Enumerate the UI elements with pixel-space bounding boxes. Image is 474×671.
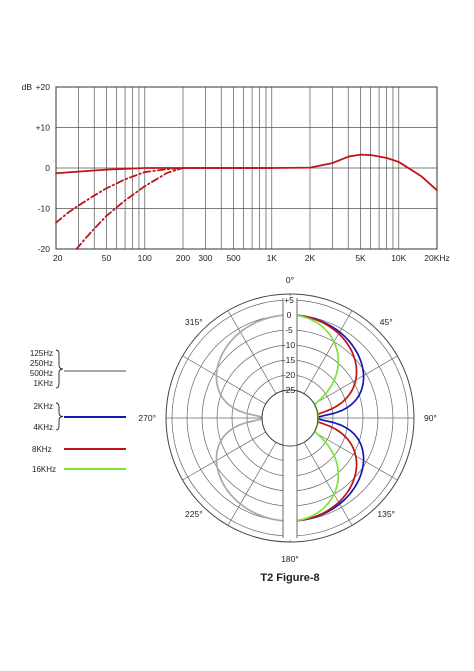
y-tick-label: +20	[36, 82, 51, 92]
x-tick-label: 100	[138, 253, 152, 263]
polar-spoke	[303, 442, 353, 526]
polar-angle-label: 90°	[424, 413, 437, 423]
x-tick-label: 200	[176, 253, 190, 263]
x-tick-label: 2K	[305, 253, 316, 263]
x-tick-label: 300	[198, 253, 212, 263]
polar-center-strip	[283, 296, 297, 540]
polar-angle-label: 180°	[281, 554, 299, 564]
frequency-series	[55, 153, 438, 250]
x-tick-label: 10K	[391, 253, 406, 263]
legend-label: 4KHz	[33, 423, 53, 432]
y-tick-label: -20	[38, 244, 51, 254]
polar-radial-tick-label: -5	[285, 325, 293, 335]
polar-radial-tick-label: -10	[283, 340, 296, 350]
polar-angle-label: 225°	[185, 509, 203, 519]
polar-spoke	[303, 310, 353, 394]
legend-label: 500Hz	[30, 369, 53, 378]
polar-angle-labels: 0° 45° 90° 135° 180° 225° 270° 315°	[138, 275, 436, 564]
y-tick-label: 0	[45, 163, 50, 173]
polar-spoke	[182, 355, 266, 405]
polar-center-mask	[261, 296, 319, 540]
polar-radial-ticks: +5 0 -5 -10 -15 -20 -25	[283, 295, 296, 395]
plot-frame	[55, 86, 438, 250]
polar-radial-tick-label: -25	[283, 385, 296, 395]
y-tick-label: -10	[38, 204, 51, 214]
legend-label: 125Hz	[30, 349, 53, 358]
x-tick-label: 1K	[267, 253, 278, 263]
polar-spoke	[182, 431, 266, 481]
frequency-response-chart: dB +20 +10 0 -10 -20 20 50 100 200 300 500 1K 2K 5K 1…	[22, 82, 450, 263]
polar-inner-ring-top	[261, 389, 319, 447]
legend-brace	[55, 402, 64, 431]
x-tick-label: 5K	[355, 253, 366, 263]
x-tick-label: 20	[53, 253, 63, 263]
x-tick-label: 20KHz	[424, 253, 450, 263]
polar-radial-tick-label: -20	[283, 370, 296, 380]
frequency-y-ticks: +20 +10 0 -10 -20	[36, 82, 51, 254]
polar-radial-tick-label: -15	[283, 355, 296, 365]
y-tick-label: +10	[36, 123, 51, 133]
polar-angle-label: 45°	[380, 317, 393, 327]
x-tick-label: 500	[226, 253, 240, 263]
legend-label: 8KHz	[32, 445, 52, 454]
legend-label: 250Hz	[30, 359, 53, 368]
polar-spoke	[227, 442, 277, 526]
x-tick-label: 50	[102, 253, 112, 263]
polar-angle-label: 315°	[185, 317, 203, 327]
polar-angle-label: 0°	[286, 275, 294, 285]
polar-radial-tick-label: +5	[284, 295, 294, 305]
polar-angle-label: 270°	[138, 413, 156, 423]
legend-brace	[55, 349, 64, 389]
legend-label: 2KHz	[33, 402, 53, 411]
y-axis-unit: dB	[22, 82, 33, 92]
rolloff-series-line	[75, 167, 273, 250]
polar-spoke	[227, 310, 277, 394]
polar-radial-tick-label: 0	[287, 310, 292, 320]
legend-label: 1KHz	[33, 379, 53, 388]
rolloff-series-line	[55, 167, 273, 224]
frequency-x-ticks: 20 50 100 200 300 500 1K 2K 5K 10K 20KHz	[53, 253, 450, 263]
chart-caption: T2 Figure-8	[260, 572, 319, 584]
legend-label: 16KHz	[32, 465, 56, 474]
polar-pattern-chart: +5 0 -5 -10 -15 -20 -25 0° 45° 90° 135° 180° 225° 27…	[30, 275, 437, 584]
polar-angle-label: 135°	[377, 509, 395, 519]
